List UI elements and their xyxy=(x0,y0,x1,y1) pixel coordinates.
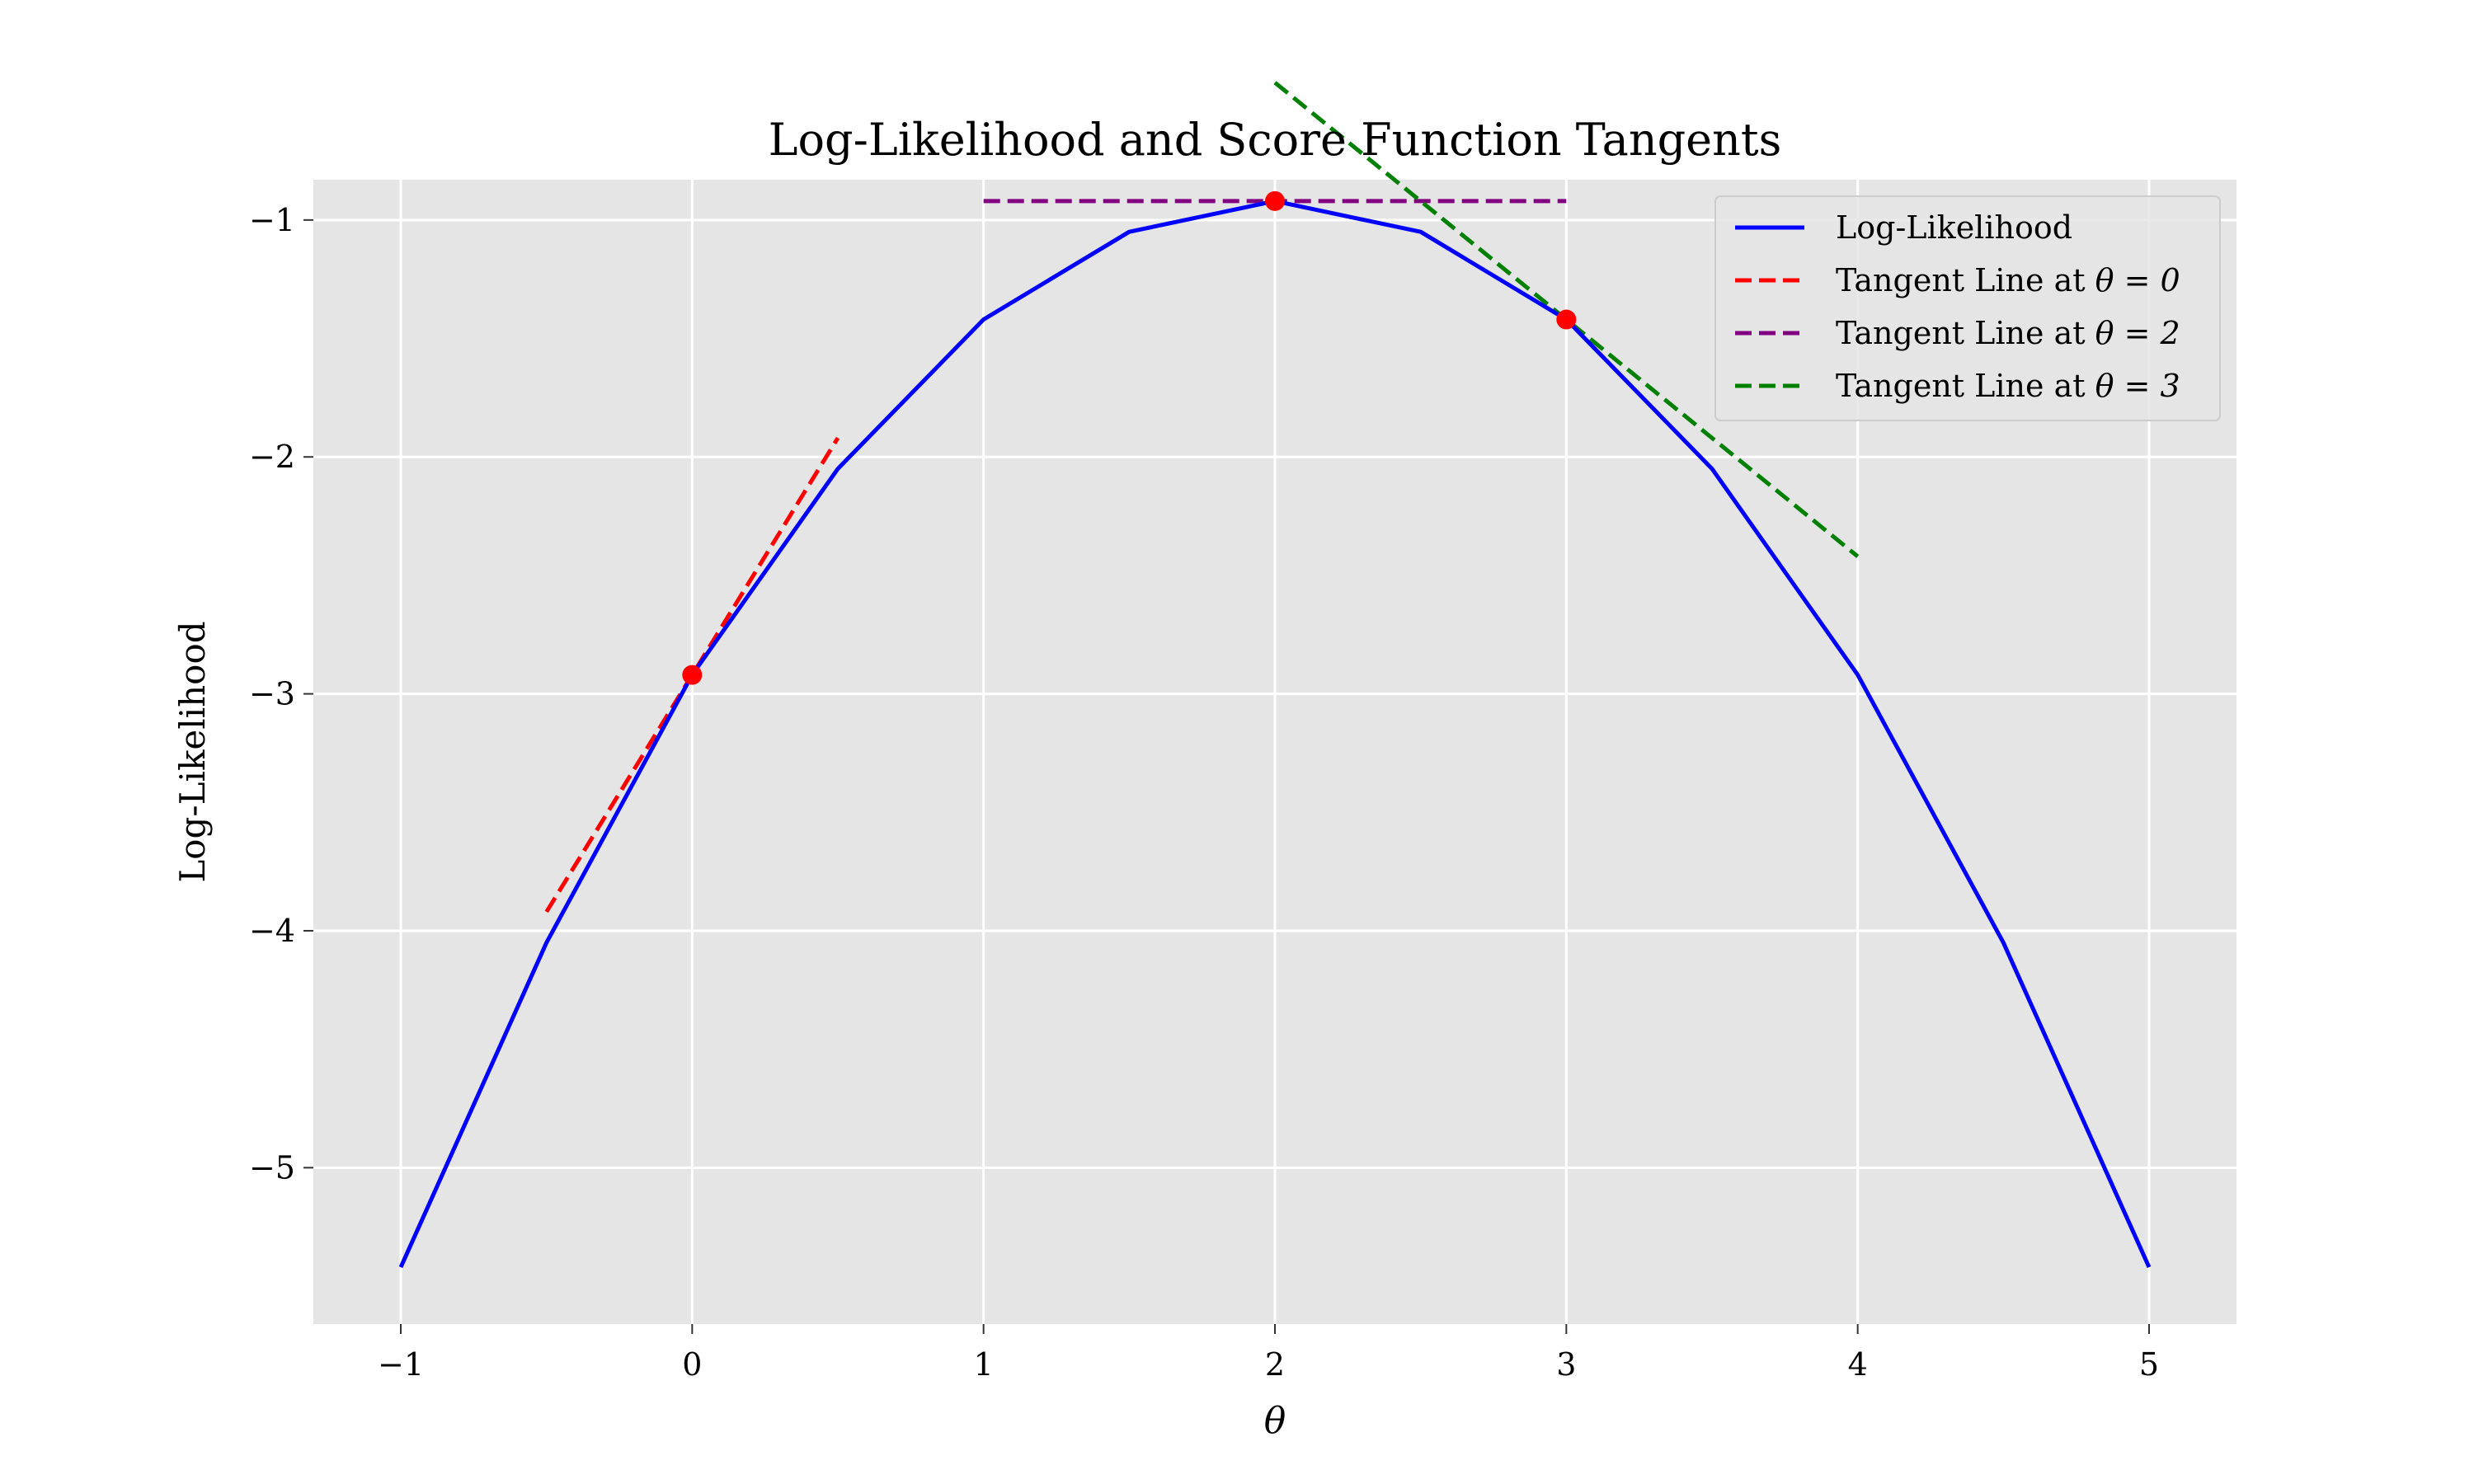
series-line-3 xyxy=(1273,81,1860,558)
x-tick-label: 1 xyxy=(974,1346,994,1383)
legend-label-math: θ = 0 xyxy=(2095,262,2180,298)
highlight-point xyxy=(682,665,703,685)
x-tick-label: −1 xyxy=(378,1346,424,1383)
ticks-layer: −1 0 1 2 3 4 5 −1 −2 −3 −4 −5 xyxy=(249,202,2159,1383)
legend-label: Tangent Line at θ = 3 xyxy=(1836,368,2180,404)
legend-label: Tangent Line at θ = 2 xyxy=(1836,315,2180,351)
y-tick-label: −5 xyxy=(249,1149,295,1186)
y-axis-label: Log-Likelihood xyxy=(172,621,213,882)
legend-label: Log-Likelihood xyxy=(1836,209,2072,246)
legend-label-prefix: Tangent Line at xyxy=(1836,315,2095,351)
legend-label: Tangent Line at θ = 0 xyxy=(1836,262,2180,298)
x-tick-label: 2 xyxy=(1265,1346,1285,1383)
grid xyxy=(313,180,2236,1324)
legend-label-prefix: Tangent Line at xyxy=(1836,262,2095,298)
points-layer xyxy=(682,190,1577,685)
x-axis-label: θ xyxy=(1264,1400,1286,1442)
legend-label-math: θ = 3 xyxy=(2095,368,2180,404)
x-tick-label: 3 xyxy=(1556,1346,1576,1383)
y-tick-label: −2 xyxy=(249,439,295,475)
chart-title: Log-Likelihood and Score Function Tangen… xyxy=(769,114,1782,166)
y-tick-label: −4 xyxy=(249,913,295,949)
highlight-point xyxy=(1556,309,1577,330)
legend-label-prefix: Tangent Line at xyxy=(1836,368,2095,404)
x-tick-label: 0 xyxy=(682,1346,702,1383)
x-tick-label: 5 xyxy=(2139,1346,2159,1383)
x-tick-label: 4 xyxy=(1848,1346,1868,1383)
legend-box xyxy=(1714,195,2221,421)
legend-label-math: θ = 2 xyxy=(2095,315,2180,351)
y-tick-label: −1 xyxy=(249,202,295,238)
y-tick-label: −3 xyxy=(249,676,295,712)
highlight-point xyxy=(1265,190,1285,211)
